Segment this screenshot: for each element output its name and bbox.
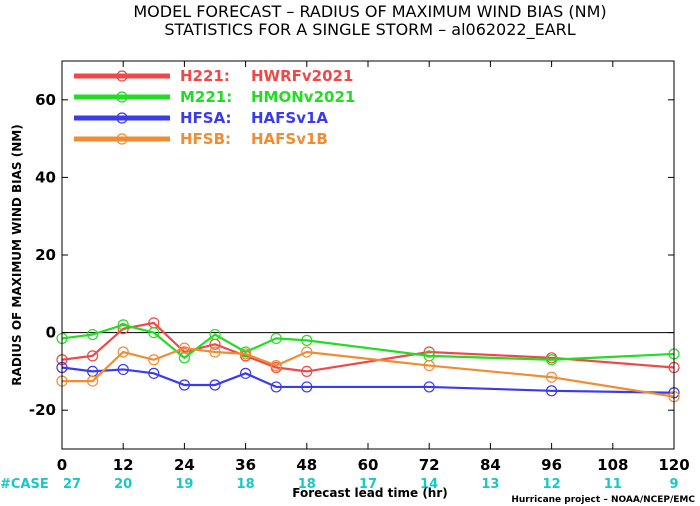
x-tick-label: 84: [480, 456, 501, 474]
legend-label: HAFSv1B: [251, 130, 328, 148]
data-point: [545, 371, 558, 383]
series-line: [61, 321, 675, 373]
data-point: [209, 328, 221, 341]
legend-name: M221:: [180, 88, 232, 106]
data-point: [270, 332, 282, 345]
x-tick-label: 36: [235, 456, 256, 474]
data-point: [423, 346, 435, 358]
data-point: [178, 379, 190, 391]
legend-entry: M221: HMONv2021: [74, 88, 355, 106]
legend-name: HFSB:: [180, 130, 231, 148]
x-tick-label: 72: [419, 456, 440, 474]
series-line: [61, 366, 675, 394]
data-point: [86, 375, 99, 387]
legend-label: HAFSv1A: [251, 109, 328, 127]
data-point: [270, 381, 282, 393]
y-ticks: -20 0 20 40 60: [29, 91, 674, 419]
data-point: [240, 348, 252, 360]
case-count: 18: [298, 477, 316, 492]
x-tick-label: 12: [113, 456, 134, 474]
chart-subtitle: STATISTICS FOR A SINGLE STORM – al062022…: [164, 20, 575, 40]
case-count: 18: [237, 477, 255, 492]
legend-swatch-marker: [116, 112, 128, 124]
y-tick-label: 40: [35, 168, 56, 186]
case-count: 17: [359, 477, 377, 492]
legend: H221: HWRFv2021 M221: HMONv2021 HFSA: HAFSv1A…: [74, 67, 355, 148]
legend-entry: H221: HWRFv2021: [74, 67, 353, 85]
y-tick-label: 60: [35, 91, 56, 109]
y-tick-label: 20: [35, 246, 56, 264]
case-count: 9: [669, 477, 678, 492]
data-point: [148, 354, 160, 366]
y-axis-label: RADIUS OF MAXIMUM WIND BIAS (NM): [10, 124, 24, 385]
y-tick-label: 0: [46, 324, 56, 342]
data-point: [209, 346, 221, 358]
data-point: [86, 350, 99, 362]
legend-label: HMONv2021: [251, 88, 355, 106]
legend-swatch-marker: [116, 91, 128, 103]
case-label: #CASE: [0, 477, 49, 492]
data-point: [117, 319, 129, 331]
series-2: [56, 361, 680, 399]
legend-entry: HFSB: HAFSv1B: [74, 130, 328, 148]
x-tick-label: 0: [57, 456, 67, 474]
data-point: [545, 354, 558, 366]
x-tick-label: 48: [296, 456, 317, 474]
case-count: 27: [63, 477, 81, 492]
x-tick-label: 96: [541, 456, 562, 474]
case-count: 11: [604, 477, 622, 492]
case-count: 12: [543, 477, 561, 492]
data-point: [178, 342, 190, 354]
data-point: [301, 334, 313, 346]
data-point: [270, 359, 282, 372]
data-point: [301, 365, 313, 377]
data-point: [148, 327, 160, 339]
x-tick-label: 24: [174, 456, 195, 474]
legend-name: HFSA:: [180, 109, 232, 127]
legend-name: H221:: [180, 67, 230, 85]
x-axis-label: Forecast lead time (hr): [292, 486, 448, 500]
data-point: [86, 328, 99, 341]
data-point: [117, 363, 129, 376]
data-point: [423, 359, 435, 372]
legend-swatch-marker: [116, 133, 128, 145]
case-count: 14: [420, 477, 438, 492]
x-ticks: 0 12 24 36 48 60 72 84 96 108 120: [57, 61, 690, 474]
series-lines: [56, 317, 680, 403]
data-point: [209, 379, 221, 391]
data-point: [301, 381, 313, 393]
credit-text: Hurricane project – NOAA/NCEP/EMC: [511, 495, 695, 505]
data-point: [148, 367, 160, 379]
x-tick-label: 108: [597, 456, 628, 474]
case-count: 19: [175, 477, 193, 492]
legend-entry: HFSA: HAFSv1A: [74, 109, 328, 127]
case-counts: #CASE 27 20 19 18 18 17 14 13 12 11 9: [0, 477, 679, 492]
data-point: [240, 367, 252, 379]
series-3: [56, 342, 680, 403]
data-point: [423, 381, 435, 393]
case-count: 20: [114, 477, 132, 492]
chart-title: MODEL FORECAST – RADIUS OF MAXIMUM WIND …: [133, 2, 606, 21]
data-point: [545, 385, 558, 397]
y-tick-label: -20: [29, 401, 56, 419]
legend-swatch-marker: [116, 70, 128, 82]
x-tick-label: 120: [658, 456, 689, 474]
legend-label: HWRFv2021: [251, 67, 353, 85]
case-count: 13: [481, 477, 499, 492]
x-tick-label: 60: [358, 456, 379, 474]
data-point: [301, 346, 313, 358]
series-1: [56, 319, 680, 366]
data-point: [117, 346, 129, 358]
series-line: [62, 346, 675, 398]
